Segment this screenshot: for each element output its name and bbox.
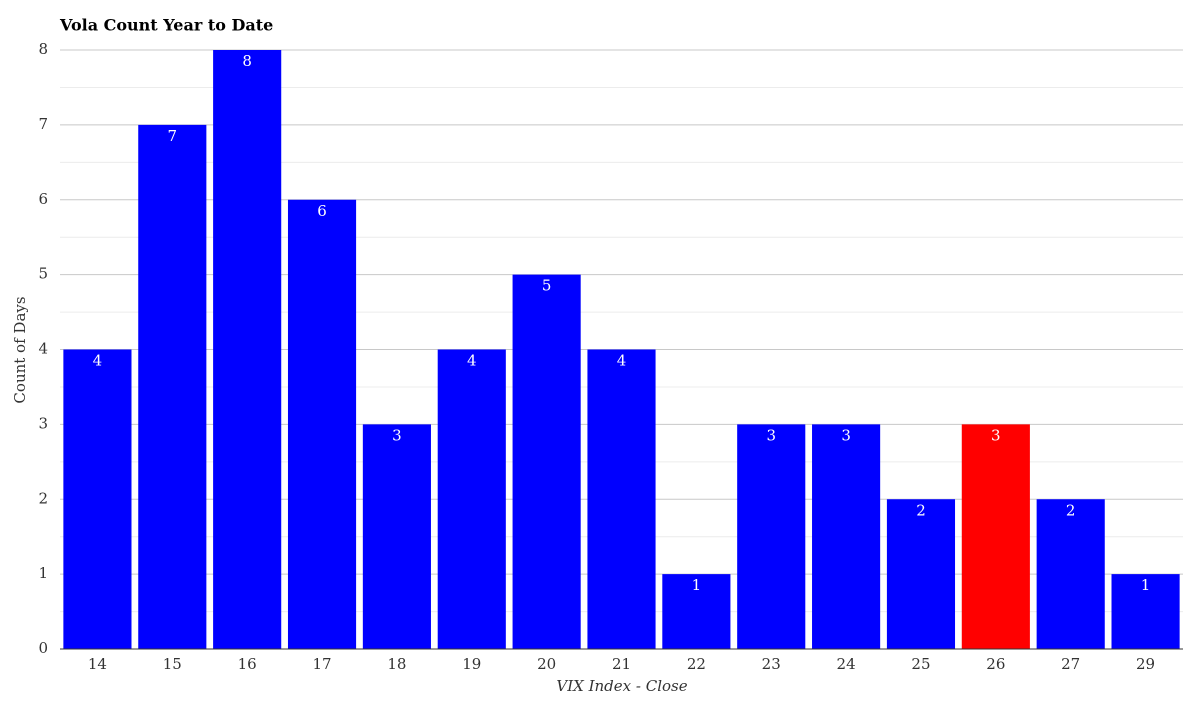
data-label: 4	[467, 352, 477, 370]
data-label: 8	[242, 52, 252, 70]
data-label: 4	[93, 352, 103, 370]
bar	[961, 424, 1030, 649]
x-tick-label: 25	[911, 655, 930, 673]
x-tick-label: 23	[762, 655, 781, 673]
data-label: 7	[168, 127, 178, 145]
data-label: 1	[692, 576, 702, 594]
data-label: 3	[991, 426, 1001, 444]
x-tick-label: 26	[986, 655, 1005, 673]
data-label: 2	[916, 501, 926, 519]
x-tick-label: 17	[312, 655, 331, 673]
bar	[812, 424, 881, 649]
data-label: 3	[841, 426, 851, 444]
bar	[587, 349, 656, 649]
y-axis-title: Count of Days	[11, 296, 29, 403]
x-tick-label: 29	[1136, 655, 1155, 673]
y-tick-label: 8	[38, 40, 48, 58]
bar	[662, 574, 731, 649]
data-label: 1	[1141, 576, 1151, 594]
y-tick-label: 5	[38, 265, 48, 283]
x-tick-label: 18	[387, 655, 406, 673]
bar	[1111, 574, 1180, 649]
y-tick-label: 0	[38, 639, 48, 657]
x-tick-label: 22	[687, 655, 706, 673]
chart-title: Vola Count Year to Date	[59, 16, 273, 35]
y-tick-label: 6	[38, 190, 48, 208]
bar	[437, 349, 506, 649]
y-tick-label: 7	[38, 115, 48, 133]
data-label: 5	[542, 277, 552, 295]
y-tick-label: 4	[38, 340, 48, 358]
y-tick-label: 2	[38, 489, 48, 507]
data-label: 4	[617, 352, 627, 370]
bar	[362, 424, 431, 649]
bar	[1036, 499, 1105, 649]
x-tick-label: 19	[462, 655, 481, 673]
x-tick-label: 14	[88, 655, 107, 673]
bar	[213, 50, 282, 649]
data-label: 6	[317, 202, 327, 220]
bar	[63, 349, 132, 649]
data-label: 3	[392, 426, 402, 444]
x-tick-label: 20	[537, 655, 556, 673]
x-tick-label: 21	[612, 655, 631, 673]
x-tick-label: 15	[163, 655, 182, 673]
y-tick-label: 3	[38, 414, 48, 432]
x-tick-label: 16	[238, 655, 257, 673]
x-tick-label: 24	[837, 655, 856, 673]
bar	[737, 424, 806, 649]
data-label: 3	[766, 426, 776, 444]
x-tick-label: 27	[1061, 655, 1080, 673]
y-tick-label: 1	[38, 564, 48, 582]
data-label: 2	[1066, 501, 1076, 519]
bar	[138, 124, 207, 649]
x-axis-title: VIX Index - Close	[556, 677, 687, 695]
bar	[287, 199, 357, 649]
bar	[512, 274, 581, 649]
bar	[886, 499, 956, 649]
